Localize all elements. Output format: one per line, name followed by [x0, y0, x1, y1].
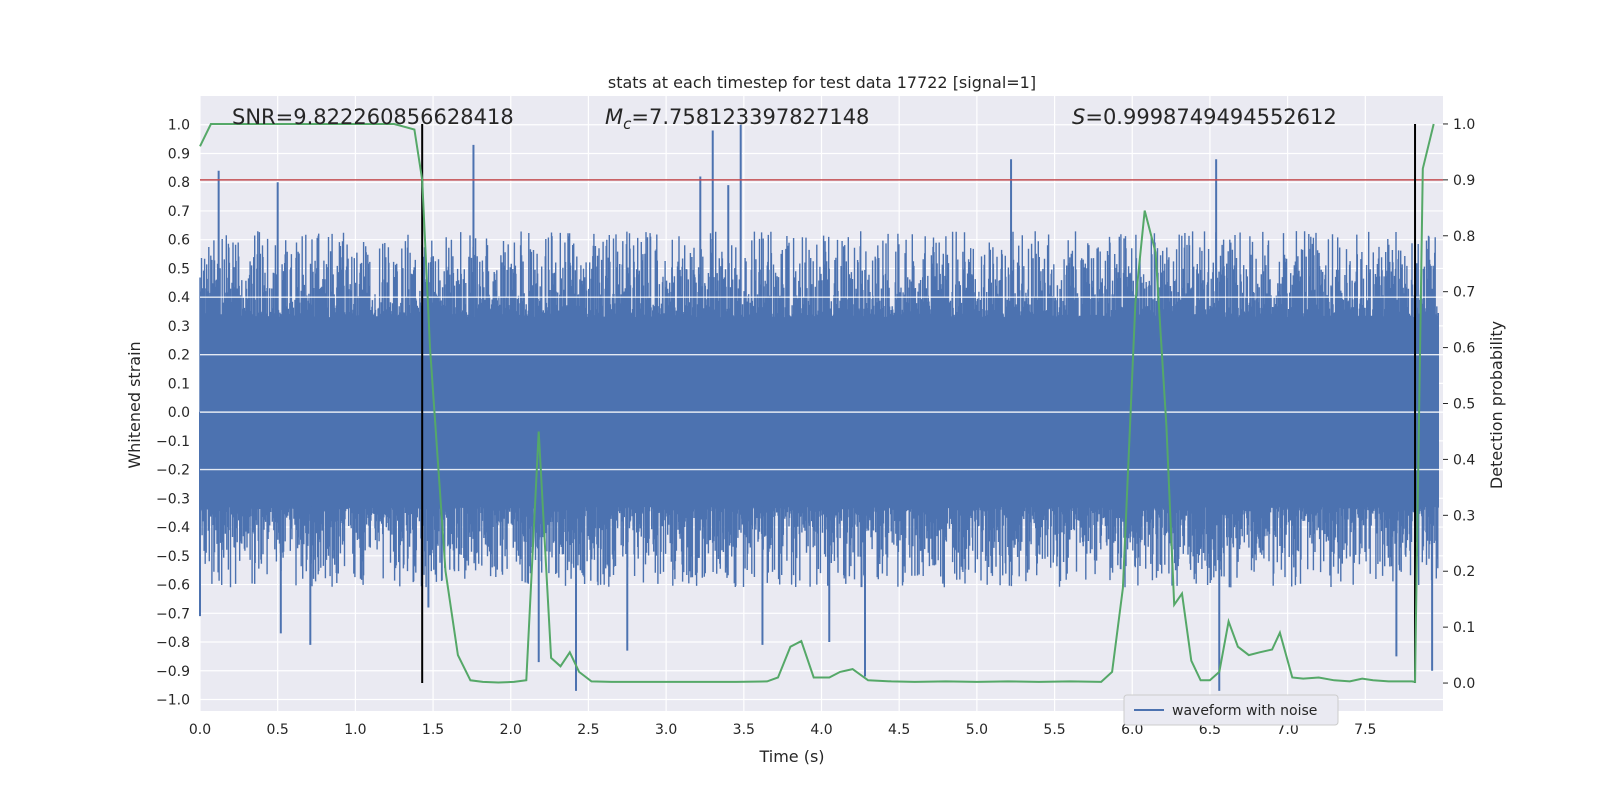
chirp-mass-annotation: Mc=7.758123397827148: [605, 105, 869, 133]
y2-axis-ticks: 1.0 0.9 0.8 0.7 0.6 0.5 0.4 0.3 0.2 0.1 0.0: [1443, 117, 1475, 692]
y-tick-label: 0.2: [168, 348, 190, 364]
y-tick-label: 0.0: [168, 405, 190, 421]
y-tick-label: 0.1: [168, 376, 190, 392]
probability-series: [199, 123, 1435, 684]
y2-tick-label: 0.2: [1453, 564, 1475, 580]
y-tick-label: −0.8: [156, 635, 190, 651]
legend: waveform with noise: [1123, 694, 1339, 726]
y-tick-label: 0.3: [168, 319, 190, 335]
y-tick-label: 1.0: [168, 118, 190, 134]
y-tick-label: −0.2: [156, 463, 190, 479]
y2-tick-label: 0.4: [1453, 452, 1475, 468]
waveform-spikes: [199, 124, 1443, 691]
y-tick-label: −0.7: [156, 606, 190, 622]
x-tick-label: 4.0: [810, 722, 832, 738]
y2-tick-label: 0.9: [1453, 173, 1475, 189]
y2-tick-label: 1.0: [1453, 117, 1475, 133]
legend-label: waveform with noise: [1172, 703, 1317, 719]
y-tick-label: −0.5: [156, 549, 190, 565]
y-tick-label: 0.7: [168, 204, 190, 220]
mc-value: =7.758123397827148: [631, 105, 869, 129]
y-tick-label: −0.6: [156, 578, 190, 594]
y2-axis-label: Detection probability: [1487, 321, 1506, 489]
x-tick-label: 5.5: [1043, 722, 1065, 738]
y2-tick-label: 0.0: [1453, 676, 1475, 692]
x-tick-label: 4.5: [888, 722, 910, 738]
y2-tick-label: 0.6: [1453, 341, 1475, 357]
y-tick-label: 0.5: [168, 261, 190, 277]
x-tick-label: 3.0: [655, 722, 677, 738]
y2-tick-label: 0.3: [1453, 508, 1475, 524]
x-tick-label: 0.5: [267, 722, 289, 738]
x-tick-label: 1.5: [422, 722, 444, 738]
y2-tick-label: 0.5: [1453, 397, 1475, 413]
probability-line: [199, 123, 1435, 684]
x-tick-label: 6.0: [1121, 722, 1143, 738]
s-symbol: S: [1072, 105, 1085, 129]
y-tick-label: 0.8: [168, 175, 190, 191]
x-tick-label: 3.5: [733, 722, 755, 738]
y-tick-label: −0.3: [156, 491, 190, 507]
chart-title: stats at each timestep for test data 177…: [608, 73, 1036, 92]
y2-tick-label: 0.1: [1453, 620, 1475, 636]
y2-tick-label: 0.8: [1453, 229, 1475, 245]
y-tick-label: −1.0: [156, 693, 190, 709]
y-tick-label: 0.6: [168, 233, 190, 249]
legend-box: [1123, 694, 1339, 726]
x-tick-label: 0.0: [189, 722, 211, 738]
snr-annotation: SNR=9.822260856628418: [232, 105, 514, 129]
s-value: =0.9998749494552612: [1085, 105, 1336, 129]
x-axis-label: Time (s): [758, 747, 824, 766]
event-markers: [421, 123, 1417, 684]
y-tick-label: 0.9: [168, 146, 190, 162]
x-tick-label: 5.0: [966, 722, 988, 738]
y2-tick-label: 0.7: [1453, 285, 1475, 301]
y-tick-label: 0.4: [168, 290, 190, 306]
x-tick-label: 2.0: [500, 722, 522, 738]
y-tick-label: −0.4: [156, 520, 190, 536]
y-axis-label: Whitened strain: [125, 341, 144, 468]
x-tick-label: 6.5: [1199, 722, 1221, 738]
y-tick-label: −0.1: [156, 434, 190, 450]
x-tick-label: 2.5: [577, 722, 599, 738]
mc-subscript: c: [623, 115, 632, 133]
mc-symbol: M: [605, 105, 623, 129]
y-axis-ticks: 1.0 0.9 0.8 0.7 0.6 0.5 0.4 0.3 0.2 0.1 0.0 −0.1 −0.…: [156, 118, 190, 709]
x-axis-ticks: 0.0 0.5 1.0 1.5 2.0 2.5 3.0 3.5 4.0 4.5 5.0 5.5 6.0 6…: [189, 722, 1377, 738]
x-tick-label: 7.5: [1354, 722, 1376, 738]
s-annotation: S=0.9998749494552612: [1072, 105, 1337, 129]
x-tick-label: 7.0: [1276, 722, 1298, 738]
y-tick-label: −0.9: [156, 664, 190, 680]
x-tick-label: 1.0: [344, 722, 366, 738]
